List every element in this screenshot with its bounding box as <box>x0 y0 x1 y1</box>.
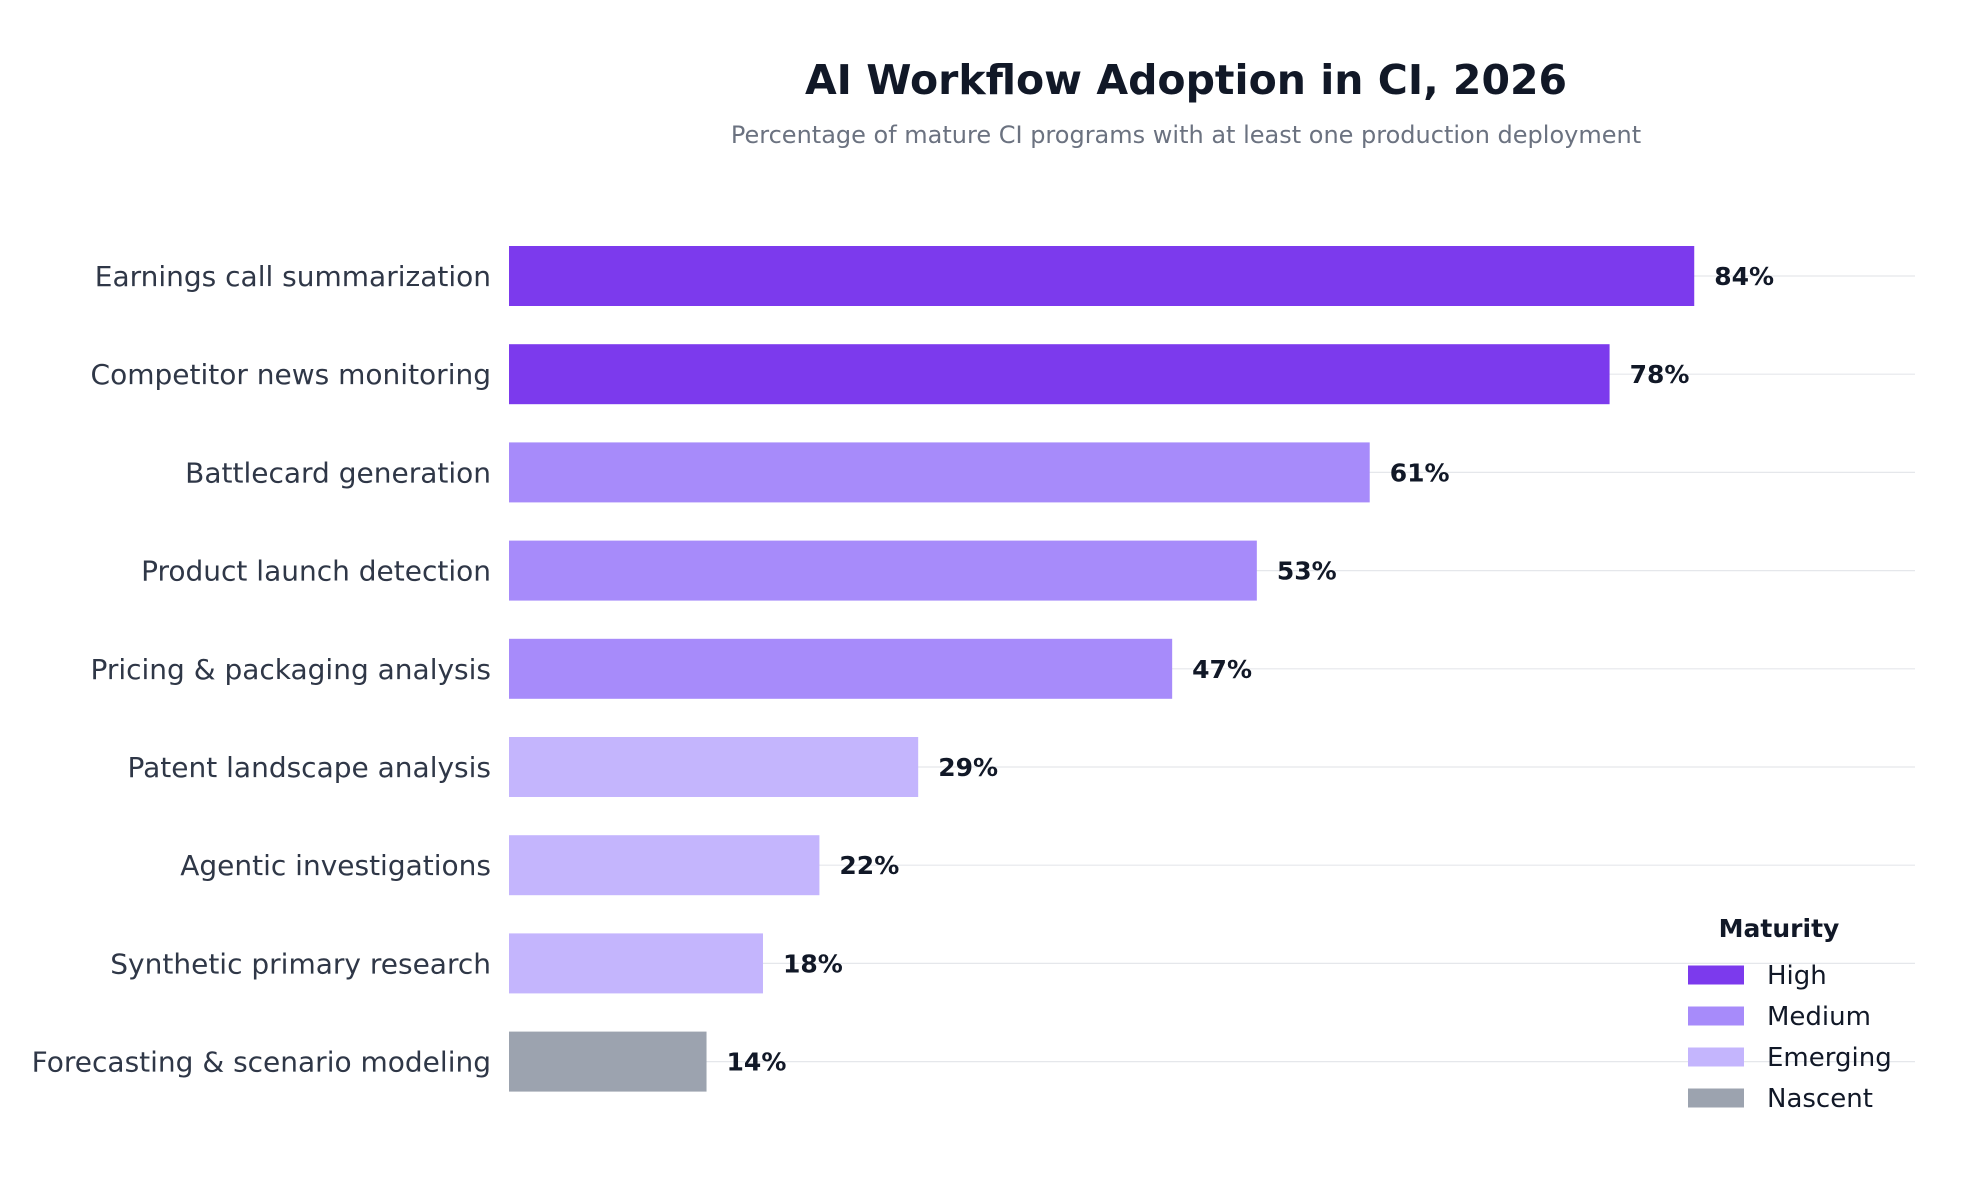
value-label-synthetic-primary-research: 18% <box>783 949 843 978</box>
legend-swatch-high <box>1688 965 1744 985</box>
legend-swatch-emerging <box>1688 1047 1744 1067</box>
value-label-pricing-and-packaging-analysis: 47% <box>1192 655 1252 684</box>
category-label-agentic-investigations: Agentic investigations <box>180 849 491 882</box>
category-label-synthetic-primary-research: Synthetic primary research <box>110 947 491 980</box>
value-label-product-launch-detection: 53% <box>1277 557 1337 586</box>
value-label-battlecard-generation: 61% <box>1390 458 1450 487</box>
bar-pricing-and-packaging-analysis <box>509 638 1173 699</box>
legend-label-emerging: Emerging <box>1767 1043 1892 1073</box>
legend: Maturity High Medium Emerging Nascent <box>1688 914 1892 1114</box>
category-label-battlecard-generation: Battlecard generation <box>185 456 491 489</box>
value-label-forecasting-and-scenario-modeling: 14% <box>727 1048 787 1077</box>
category-label-competitor-news-monitoring: Competitor news monitoring <box>91 358 491 391</box>
bar-product-launch-detection <box>509 540 1257 601</box>
bar-forecasting-and-scenario-modeling <box>509 1031 707 1092</box>
category-label-pricing-and-packaging-analysis: Pricing & packaging analysis <box>90 653 491 686</box>
bar-battlecard-generation <box>509 442 1370 503</box>
legend-label-medium: Medium <box>1767 1002 1871 1032</box>
category-label-patent-landscape-analysis: Patent landscape analysis <box>128 751 491 784</box>
value-label-earnings-call-summarization: 84% <box>1714 262 1774 291</box>
legend-swatch-nascent <box>1688 1088 1744 1108</box>
category-label-earnings-call-summarization: Earnings call summarization <box>95 260 491 293</box>
value-label-competitor-news-monitoring: 78% <box>1630 360 1690 389</box>
legend-title: Maturity <box>1719 914 1840 943</box>
value-label-patent-landscape-analysis: 29% <box>938 753 998 782</box>
legend-swatch-medium <box>1688 1006 1744 1026</box>
bar-competitor-news-monitoring <box>509 344 1610 405</box>
bar-synthetic-primary-research <box>509 933 763 994</box>
bar-agentic-investigations <box>509 835 820 896</box>
bar-patent-landscape-analysis <box>509 737 919 797</box>
category-label-product-launch-detection: Product launch detection <box>141 555 491 588</box>
legend-label-high: High <box>1767 961 1827 991</box>
value-label-agentic-investigations: 22% <box>839 851 899 880</box>
legend-label-nascent: Nascent <box>1767 1084 1873 1114</box>
bar-earnings-call-summarization <box>509 246 1695 306</box>
chart-title: AI Workflow Adoption in CI, 2026 <box>805 56 1567 104</box>
bars: Earnings call summarization 84% Competitor… <box>32 246 1774 1092</box>
category-label-forecasting-and-scenario-modeling: Forecasting & scenario modeling <box>32 1046 491 1079</box>
chart-subtitle: Percentage of mature CI programs with at… <box>731 121 1641 149</box>
